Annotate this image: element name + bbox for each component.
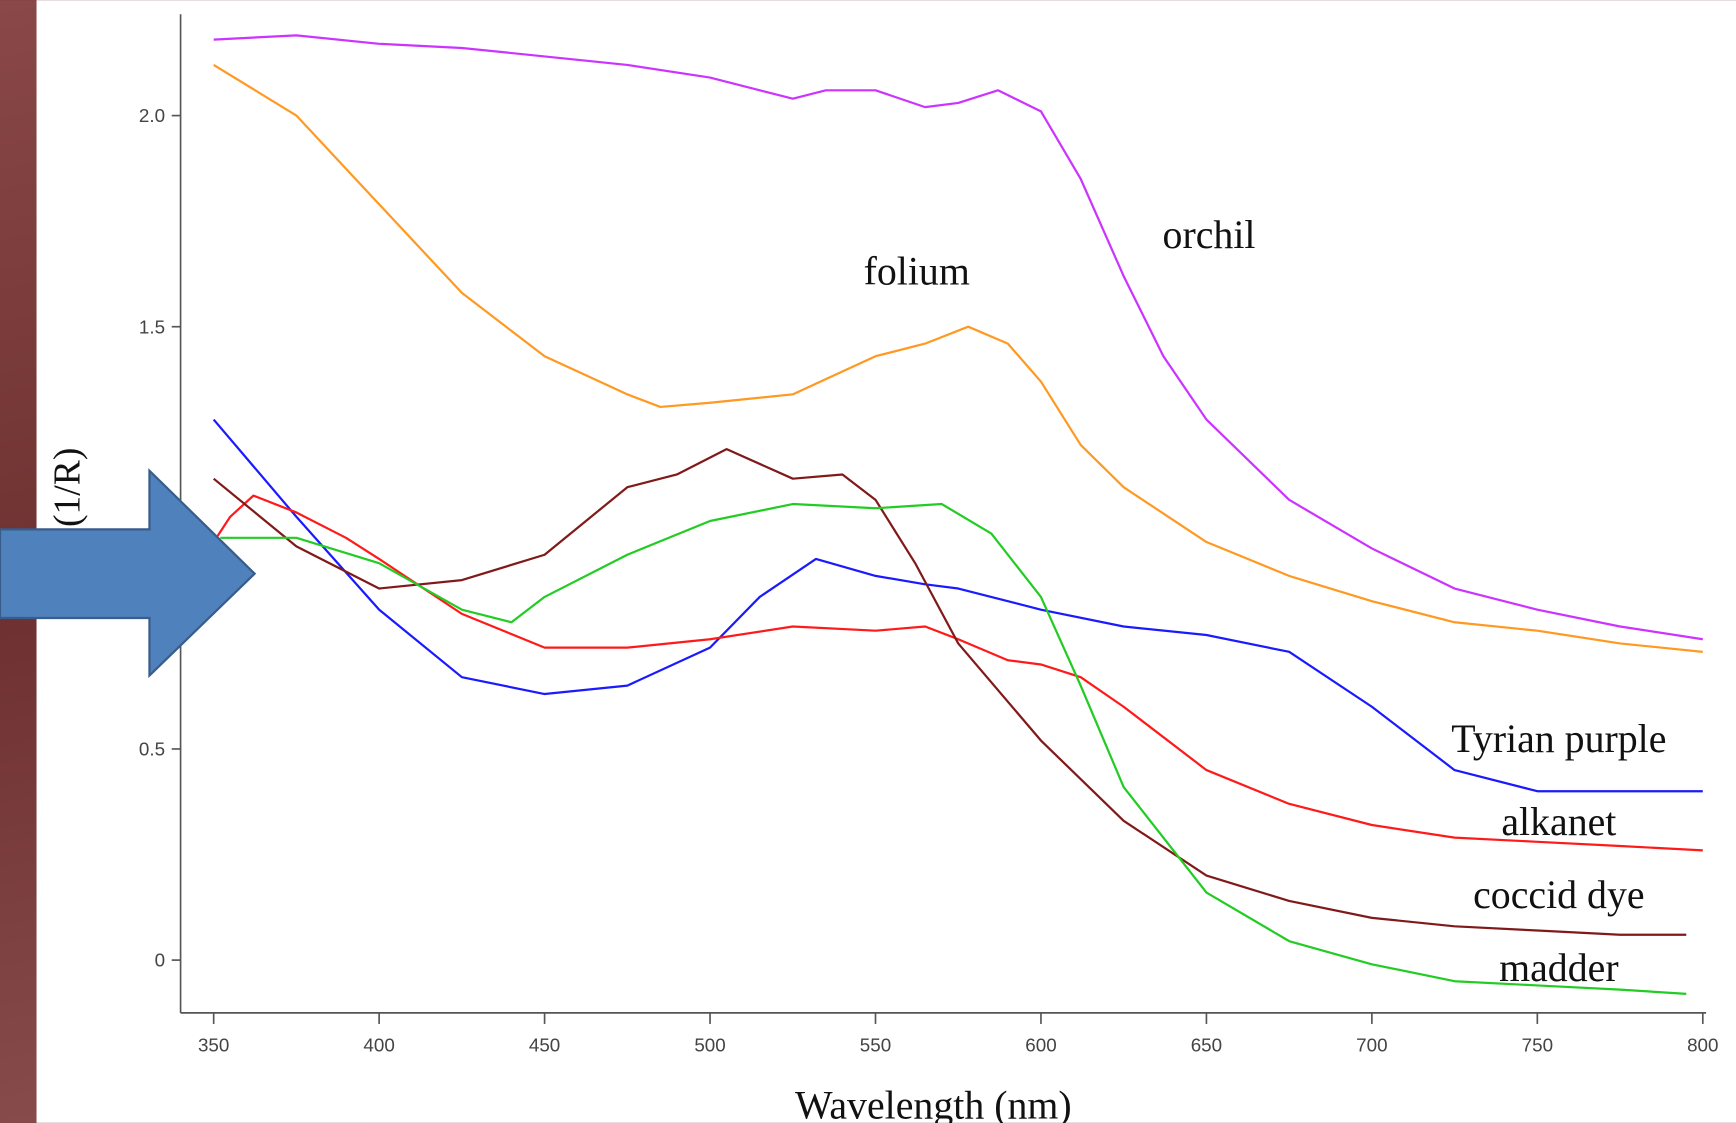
x-tick-label: 350	[198, 1035, 229, 1056]
x-tick-label: 550	[860, 1035, 891, 1056]
series-label: coccid dye	[1473, 872, 1644, 917]
x-tick-label: 700	[1356, 1035, 1387, 1056]
x-tick-label: 500	[694, 1035, 725, 1056]
y-axis-label: (1/R)	[47, 448, 89, 527]
series-label: Tyrian purple	[1451, 716, 1666, 761]
series-label: folium	[864, 249, 970, 294]
x-tick-label: 750	[1522, 1035, 1553, 1056]
y-tick-label: 0.5	[139, 739, 165, 760]
x-tick-label: 450	[529, 1035, 560, 1056]
plot-panel	[37, 0, 1736, 1123]
series-label: alkanet	[1501, 799, 1616, 844]
x-tick-label: 400	[363, 1035, 394, 1056]
x-tick-label: 800	[1687, 1035, 1718, 1056]
x-tick-label: 650	[1191, 1035, 1222, 1056]
series-label: orchil	[1163, 212, 1256, 257]
page: {"chart_data": {"type": "line", "x_label…	[0, 0, 1736, 1123]
x-axis-label: Wavelength (nm)	[795, 1082, 1072, 1123]
y-tick-label: 1.5	[139, 316, 165, 337]
chart: (1/R) Wavelength (nm) 0 0.5 1.5 2.0 350 400 45…	[0, 0, 1736, 1123]
x-tick-label: 600	[1025, 1035, 1056, 1056]
y-tick-label: 0	[155, 950, 165, 971]
series-label: madder	[1499, 945, 1618, 990]
y-tick-label: 2.0	[139, 105, 165, 126]
